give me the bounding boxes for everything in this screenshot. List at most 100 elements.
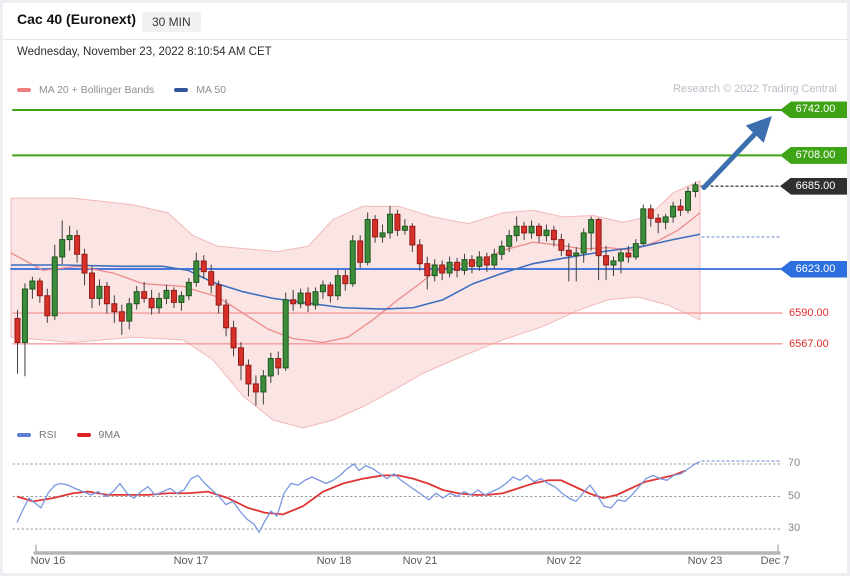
candle-body [617, 252, 624, 262]
candle-body [424, 263, 431, 277]
candle-body [573, 252, 580, 257]
candle-body [230, 327, 237, 349]
candle-body [290, 299, 297, 305]
candle-body [610, 260, 617, 266]
candles [14, 181, 699, 406]
candle-body [267, 358, 274, 377]
candle-body [334, 275, 341, 297]
rsi-legend: RSI 9MA [17, 429, 120, 441]
candle-body [670, 205, 677, 218]
candle-body [193, 260, 200, 283]
candle-body [252, 383, 259, 393]
candle-body [319, 284, 326, 293]
candle-body [163, 289, 170, 299]
ma50-line [11, 233, 701, 310]
candle-body [565, 249, 572, 257]
candle-body [66, 235, 73, 241]
rsi-scale-label-70: 70 [788, 457, 801, 469]
candle-body [156, 297, 163, 309]
candle-body [59, 239, 66, 258]
candle-body [446, 261, 453, 274]
candle-body [327, 284, 334, 297]
candle-body [677, 205, 684, 211]
candle-body [498, 245, 505, 255]
candle-body [215, 284, 222, 306]
candle-body [81, 253, 88, 274]
candle-body [349, 240, 356, 285]
candle-body [468, 259, 475, 267]
candle-body [513, 225, 520, 237]
candle-body [364, 219, 371, 263]
candle-body [632, 243, 639, 258]
ma50-swatch-icon [174, 88, 189, 92]
candle-body [312, 291, 319, 306]
candle-body [528, 225, 535, 234]
candle-body [21, 288, 28, 343]
candle-body [461, 259, 468, 271]
candle-body [200, 260, 207, 273]
candle-body [655, 217, 662, 223]
price-level-label-6685.00: 6685.00 [780, 177, 847, 195]
candle-body [536, 225, 542, 237]
rsi-line [16, 460, 701, 534]
candle-body [521, 225, 528, 234]
candle-body [603, 255, 610, 266]
candle-body [476, 256, 483, 267]
candle-body [439, 264, 446, 274]
candle-body [223, 304, 230, 329]
candle-body [595, 219, 602, 257]
page-title: Cac 40 (Euronext) [17, 11, 137, 27]
ma20-bollinger-legend-label: MA 20 + Bollinger Bands [39, 84, 155, 96]
candle-body [118, 311, 125, 322]
rsi-ma9-line [16, 469, 687, 516]
price-level-label-6590.00: 6590.00 [789, 307, 829, 320]
date-axis-label: Nov 23 [687, 555, 723, 567]
candle-body [111, 303, 118, 313]
candle-body [625, 252, 632, 258]
bollinger-band [10, 180, 701, 429]
candle-body [379, 232, 386, 238]
price-level-label-6708.00: 6708.00 [780, 146, 847, 164]
date-axis-label: Dec 7 [760, 555, 790, 567]
price-level-label-6742.00: 6742.00 [780, 101, 847, 119]
rsi-scale-label-50: 50 [788, 489, 801, 502]
candle-body [238, 347, 244, 366]
candle-body [170, 289, 177, 303]
candle-body [394, 213, 401, 231]
candle-body [14, 317, 21, 343]
ma50-legend-label: MA 50 [196, 84, 227, 96]
candle-body [74, 235, 81, 255]
date-axis-label: Nov 22 [546, 555, 582, 567]
candle-body [245, 364, 252, 385]
candle-body [342, 275, 349, 285]
candle-body [305, 292, 312, 306]
chart-canvas [10, 108, 783, 555]
candle-body [685, 190, 691, 211]
rsi-scale-label-30: 30 [788, 522, 801, 534]
candle-body [260, 375, 267, 393]
candle-body [126, 303, 133, 322]
ma9-swatch-icon [76, 433, 91, 437]
candle-body [409, 225, 416, 246]
bullish-arrow-icon [701, 116, 772, 190]
candle-body [640, 208, 647, 245]
rsi-legend-label: RSI [39, 429, 57, 441]
candle-body [588, 219, 595, 234]
candle-body [51, 256, 58, 317]
candle-body [89, 272, 95, 299]
candle-body [401, 225, 408, 231]
candle-body [550, 229, 557, 241]
candle-body [647, 208, 654, 219]
candle-body [208, 271, 215, 286]
candle-body [491, 253, 498, 266]
candle-body [297, 292, 304, 305]
date-axis-label: Nov 21 [402, 555, 438, 567]
candle-body [431, 264, 438, 277]
candle-body [29, 280, 36, 290]
candle-body [543, 229, 550, 237]
candle-body [141, 291, 148, 299]
candle-body [36, 280, 43, 297]
timeframe-badge: 30 MIN [142, 12, 201, 32]
candle-body [275, 358, 282, 369]
candle-body [103, 285, 110, 305]
